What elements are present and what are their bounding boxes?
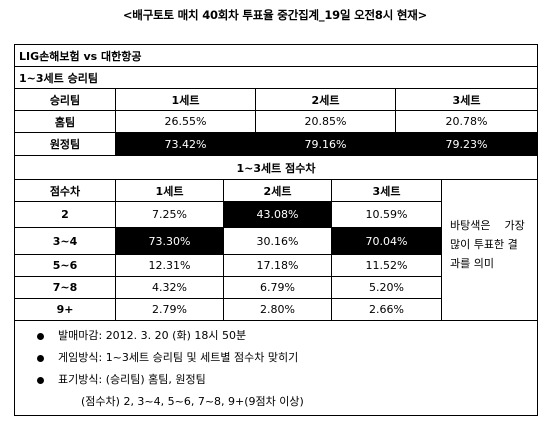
row-label: 원정팀 bbox=[49, 138, 81, 151]
table-row: 5~6 12.31% 17.18% 11.52% bbox=[15, 255, 441, 277]
bullet-icon bbox=[37, 332, 44, 340]
section2-heading-row: 1~3세트 점수차 bbox=[15, 156, 537, 180]
bullet-continuation: (점수차) 2, 3~4, 5~6, 7~8, 9+(9점차 이상) bbox=[81, 395, 304, 408]
column-header: 2세트 bbox=[223, 180, 331, 201]
table-cell: 17.18% bbox=[223, 255, 331, 276]
table-cell: 11.52% bbox=[331, 255, 441, 276]
row-label: 홈팀 bbox=[54, 115, 76, 129]
table-cell: 2.80% bbox=[223, 299, 331, 320]
table-cell: 26.55% bbox=[115, 111, 255, 132]
column-header: 1세트 bbox=[115, 180, 223, 201]
table-cell-highlight: 43.08% bbox=[223, 202, 331, 227]
note-line: 바탕색은 가장 bbox=[450, 219, 525, 232]
row-label: 9+ bbox=[56, 303, 74, 316]
column-header: 승리팀 bbox=[49, 93, 81, 107]
column-header: 2세트 bbox=[255, 89, 395, 110]
column-header: 1세트 bbox=[115, 89, 255, 110]
bullet-item: 게임방식: 1~3세트 승리팀 및 세트별 점수차 맞히기 bbox=[37, 349, 298, 365]
table-cell: 12.31% bbox=[115, 255, 223, 276]
table-cell: 6.79% bbox=[223, 277, 331, 298]
match-row: LIG손해보험 vs 대한항공 bbox=[15, 45, 537, 67]
column-header: 점수차 bbox=[49, 184, 81, 198]
bullet-item: 표기방식: (승리팀) 홈팀, 원정팀 bbox=[37, 371, 206, 387]
section1-heading-row: 1~3세트 승리팀 bbox=[15, 67, 537, 89]
match-title: LIG손해보험 vs 대한항공 bbox=[19, 49, 142, 63]
bullet-label: 표기방식: bbox=[58, 373, 103, 386]
table-cell-highlight: 73.42% bbox=[115, 133, 255, 155]
bullet-value: 2012. 3. 20 (화) 18시 50분 bbox=[105, 329, 247, 342]
column-header: 3세트 bbox=[331, 180, 441, 201]
table-row: 3~4 73.30% 30.16% 70.04% bbox=[15, 228, 441, 255]
table-cell-highlight: 70.04% bbox=[331, 228, 441, 254]
bullet-value: 1~3세트 승리팀 및 세트별 점수차 맞히기 bbox=[105, 351, 299, 364]
section2-heading: 1~3세트 점수차 bbox=[236, 161, 316, 175]
table-cell: 2.79% bbox=[115, 299, 223, 320]
table-cell: 20.78% bbox=[395, 111, 537, 132]
bullet-label: 게임방식: bbox=[58, 351, 103, 364]
row-label: 2 bbox=[61, 208, 69, 221]
section1-heading: 1~3세트 승리팀 bbox=[19, 71, 98, 85]
row-label: 3~4 bbox=[52, 234, 78, 248]
bullet-icon bbox=[37, 354, 44, 362]
table-cell-highlight: 73.30% bbox=[115, 228, 223, 254]
legend-note: 바탕색은 가장 많이 투표한 결 과를 의미 bbox=[441, 180, 537, 321]
table-cell: 7.25% bbox=[115, 202, 223, 227]
table-cell: 2.66% bbox=[331, 299, 441, 320]
vote-table: LIG손해보험 vs 대한항공 1~3세트 승리팀 승리팀 1세트 2세트 3세… bbox=[14, 44, 538, 416]
table-cell: 4.32% bbox=[115, 277, 223, 298]
table-cell: 20.85% bbox=[255, 111, 395, 132]
page-title: <배구토토 매치 40회차 투표율 중간집계_19일 오전8시 현재> bbox=[122, 8, 428, 22]
note-line: 과를 의미 bbox=[450, 257, 494, 270]
table-row: 2 7.25% 43.08% 10.59% bbox=[15, 202, 441, 228]
table-row: 홈팀 26.55% 20.85% 20.78% bbox=[15, 111, 537, 133]
table-cell-highlight: 79.23% bbox=[395, 133, 537, 155]
table-cell: 10.59% bbox=[331, 202, 441, 227]
table-row: 원정팀 73.42% 79.16% 79.23% bbox=[15, 133, 537, 156]
bullet-label: 발매마감: bbox=[58, 329, 103, 342]
table-row: 7~8 4.32% 6.79% 5.20% bbox=[15, 277, 441, 299]
note-line: 많이 투표한 결 bbox=[450, 238, 518, 251]
bullet-icon bbox=[37, 376, 44, 384]
row-label: 5~6 bbox=[52, 259, 78, 272]
bullet-value: (승리팀) 홈팀, 원정팀 bbox=[105, 373, 206, 386]
table-cell: 30.16% bbox=[223, 228, 331, 254]
section1-header-row: 승리팀 1세트 2세트 3세트 bbox=[15, 89, 537, 111]
table-cell-highlight: 79.16% bbox=[255, 133, 395, 155]
section2-header-row: 점수차 1세트 2세트 3세트 bbox=[15, 180, 441, 202]
table-cell: 5.20% bbox=[331, 277, 441, 298]
column-header: 3세트 bbox=[395, 89, 537, 110]
bullet-item: 발매마감: 2012. 3. 20 (화) 18시 50분 bbox=[37, 327, 246, 343]
table-row: 9+ 2.79% 2.80% 2.66% bbox=[15, 299, 441, 321]
row-label: 7~8 bbox=[52, 281, 78, 294]
